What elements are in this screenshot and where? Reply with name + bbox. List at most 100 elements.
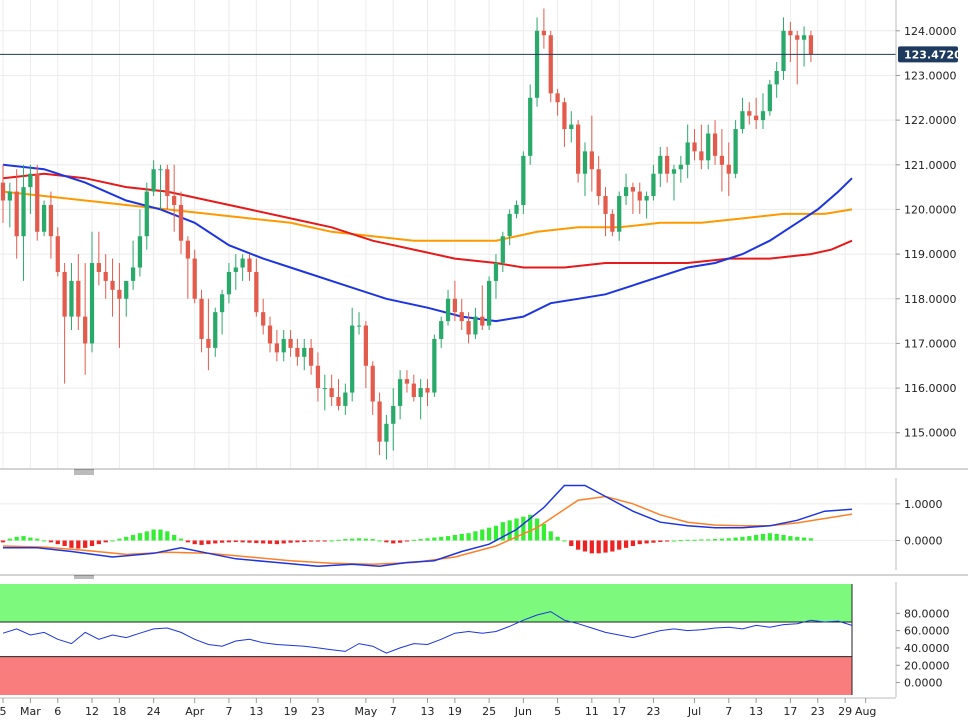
candle	[14, 169, 19, 259]
candle-body	[302, 347, 307, 357]
candle-body	[569, 124, 574, 130]
macd-histogram-bar	[808, 538, 814, 541]
macd-histogram-bar	[89, 540, 95, 546]
candle	[459, 298, 464, 331]
candle	[69, 263, 74, 331]
macd-histogram-bar	[596, 540, 601, 554]
rsi-zones	[0, 584, 853, 695]
candle-body	[480, 316, 485, 326]
time-axis-label: 12	[85, 705, 99, 718]
candle-body	[760, 111, 766, 121]
candle-body	[486, 280, 492, 326]
candle-body	[219, 294, 225, 313]
macd-histogram-bar	[315, 540, 321, 542]
candle-body	[76, 280, 81, 317]
rsi-value-line	[2, 611, 853, 654]
candle-body	[377, 401, 382, 442]
candle-body	[651, 173, 656, 197]
price-axis-tick-label: 117.0000	[904, 337, 957, 350]
candle	[452, 280, 458, 322]
candle	[658, 146, 663, 188]
macd-histogram-bar	[671, 540, 677, 542]
candle-body	[137, 236, 143, 268]
candle	[206, 298, 211, 371]
candle	[630, 182, 636, 214]
candle-body	[89, 263, 95, 344]
rsi-panel[interactable]: 80.0000 60.0000 40.0000 20.0000 0.0000	[0, 582, 950, 697]
candle-body	[733, 129, 738, 174]
macd-lines	[2, 484, 853, 567]
candle-body	[781, 30, 786, 71]
candle-body	[21, 187, 26, 237]
macd-histogram-bar	[110, 540, 115, 542]
candle	[617, 191, 622, 241]
candle	[781, 17, 786, 80]
candle	[267, 316, 273, 353]
macd-histogram-bar	[288, 540, 293, 543]
price-axis-tick-label: 124.0000	[904, 25, 957, 38]
macd-histogram-bar	[76, 540, 81, 549]
macd-histogram-bar	[692, 539, 697, 541]
candle-body	[69, 280, 74, 317]
macd-histogram-bar	[582, 540, 588, 552]
candle-body	[356, 325, 362, 327]
price-axis-tick-label: 120.0000	[904, 203, 957, 216]
macd-histogram-bar	[665, 540, 670, 542]
candle	[89, 231, 95, 353]
resize-handle[interactable]	[74, 469, 94, 475]
macd-axis-tick-label: 1.0000	[904, 498, 943, 511]
candle	[83, 263, 88, 375]
macd-histogram-bar	[83, 540, 88, 548]
macd-histogram-bar	[69, 540, 74, 548]
macd-histogram-bar	[14, 536, 19, 541]
macd-histogram-bar	[62, 540, 67, 546]
macd-histogram-bar	[473, 531, 478, 541]
candle	[397, 370, 403, 420]
price-panel[interactable]: 124.0000 123.0000 122.0000 121.0000 120.0000…	[0, 0, 962, 468]
macd-histogram-bar	[21, 536, 26, 541]
candle-body	[685, 142, 690, 165]
macd-histogram-bar	[302, 540, 307, 542]
resize-handle[interactable]	[74, 575, 94, 579]
candle	[158, 164, 163, 210]
candle	[480, 285, 485, 331]
candle	[363, 321, 369, 389]
time-axis-label: 6	[54, 705, 61, 718]
macd-panel[interactable]: 1.0000 0.0000	[0, 478, 943, 570]
candle	[254, 258, 259, 317]
price-axis-tick-label: 122.0000	[904, 114, 957, 127]
macd-histogram-bar	[363, 538, 369, 541]
candle-body	[466, 321, 471, 335]
candle	[500, 231, 505, 272]
time-axis: 5 Mar 6 12 18 24 Apr 7 13 19 23 May 7 13 19 25 Jun 5 11 17 2…	[0, 698, 876, 718]
candle	[226, 263, 232, 304]
candle	[541, 8, 547, 49]
candle-body	[459, 312, 464, 322]
candle-body	[329, 388, 334, 398]
candle	[754, 97, 759, 130]
candle-body	[582, 151, 588, 174]
macd-histogram-bar	[754, 535, 759, 541]
candle-body	[124, 280, 129, 299]
macd-histogram	[0, 514, 814, 554]
candle-body	[473, 316, 478, 335]
time-axis-label: Jul	[687, 705, 701, 718]
macd-histogram-bar	[404, 540, 410, 542]
candle-body	[555, 93, 560, 103]
macd-histogram-bar	[562, 540, 567, 542]
rsi-overbought-zone	[0, 584, 852, 622]
macd-histogram-bar	[576, 540, 581, 550]
candle-body	[172, 196, 177, 205]
macd-histogram-bar	[158, 529, 163, 541]
candle	[665, 146, 670, 183]
time-axis-label: 13	[421, 705, 435, 718]
candle-body	[55, 236, 60, 272]
candles	[0, 8, 814, 460]
candle-body	[712, 133, 718, 156]
candle	[315, 352, 321, 402]
candle-body	[541, 30, 547, 36]
price-axis-tick-label: 121.0000	[904, 159, 957, 172]
candle-body	[576, 124, 581, 174]
candle	[651, 164, 656, 201]
